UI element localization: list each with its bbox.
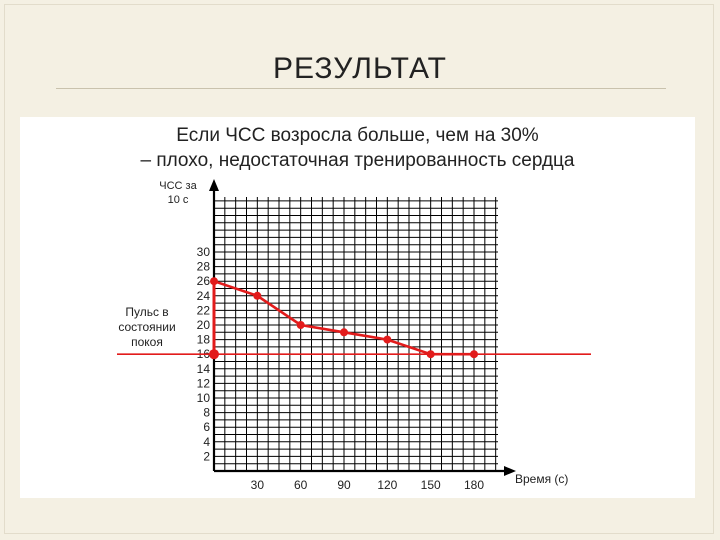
data-point <box>296 321 305 329</box>
y-tick-label: 10 <box>197 391 211 405</box>
y-axis-label: ЧСС за 10 с <box>148 179 208 207</box>
y-tick-label: 22 <box>197 303 211 317</box>
y-tick-label: 2 <box>203 449 210 463</box>
data-point <box>210 277 218 286</box>
x-tick-label: 30 <box>251 478 265 492</box>
y-tick-label: 26 <box>197 274 211 288</box>
y-tick-label: 20 <box>197 318 211 332</box>
y-axis-label-line-1: ЧСС за <box>159 180 197 192</box>
chart-title-line-1: Если ЧСС возросла больше, чем на 30% <box>176 125 539 146</box>
slide-title: РЕЗУЛЬТАТ <box>273 52 447 85</box>
y-tick-label: 12 <box>197 376 211 390</box>
x-tick-label: 60 <box>294 478 308 492</box>
reference-line-label: Пульс в состоянии покоя <box>107 305 187 350</box>
y-axis-label-line-2: 10 с <box>167 194 189 206</box>
y-tick-label: 24 <box>197 289 211 303</box>
x-tick-label: 180 <box>464 478 484 492</box>
chart-panel: Если ЧСС возросла больше, чем на 30% – п… <box>20 117 695 498</box>
x-axis-arrow <box>504 466 516 476</box>
x-tick-label: 120 <box>377 478 397 492</box>
data-point <box>340 328 348 337</box>
title-divider <box>56 88 666 89</box>
y-tick-label: 8 <box>203 406 210 420</box>
reference-label-line-3: покоя <box>131 335 163 349</box>
y-tick-label: 4 <box>203 435 210 449</box>
data-point <box>383 335 392 344</box>
chart-title-line-2: – плохо, недостаточная тренированность с… <box>140 150 575 171</box>
data-point <box>253 291 262 300</box>
x-tick-label: 90 <box>337 478 351 492</box>
data-point <box>426 350 435 359</box>
y-tick-label: 14 <box>197 362 211 376</box>
y-axis-arrow <box>209 179 219 191</box>
reference-label-line-1: Пульс в <box>125 305 169 319</box>
resting-pulse-point <box>209 349 219 360</box>
reference-label-line-2: состоянии <box>118 320 176 334</box>
y-tick-label: 18 <box>197 333 211 347</box>
x-axis-label: Время (с) <box>515 472 569 486</box>
y-tick-label: 6 <box>203 420 210 434</box>
y-tick-label: 28 <box>197 260 211 274</box>
data-point <box>470 350 478 359</box>
x-tick-label: 150 <box>421 478 441 492</box>
slide-frame <box>4 4 714 534</box>
y-tick-label: 30 <box>197 245 211 259</box>
